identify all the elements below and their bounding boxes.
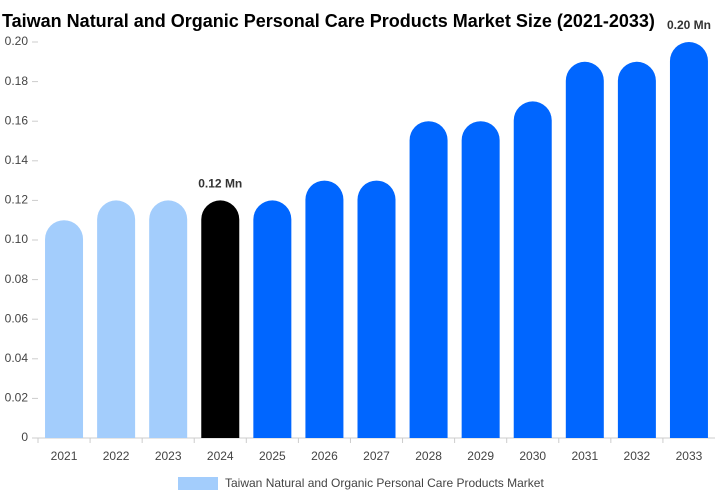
legend-label: Taiwan Natural and Organic Personal Care… <box>225 476 544 490</box>
chart-title: Taiwan Natural and Organic Personal Care… <box>2 11 655 31</box>
x-tick-label: 2033 <box>676 449 703 463</box>
x-tick-label: 2024 <box>207 449 234 463</box>
bar <box>97 200 136 438</box>
bar <box>669 42 708 438</box>
bar <box>253 200 292 438</box>
data-label: 0.12 Mn <box>198 177 242 191</box>
x-tick-label: 2022 <box>103 449 130 463</box>
y-tick-label: 0.14 <box>5 153 29 167</box>
y-tick-label: 0.02 <box>5 391 29 405</box>
x-tick-label: 2025 <box>259 449 286 463</box>
x-tick-label: 2026 <box>311 449 338 463</box>
x-tick-label: 2028 <box>415 449 442 463</box>
y-tick-label: 0.08 <box>5 272 29 286</box>
bar <box>513 101 552 439</box>
y-tick-label: 0 <box>21 430 28 444</box>
y-tick-label: 0.10 <box>5 232 29 246</box>
y-tick-label: 0.12 <box>5 193 29 207</box>
y-tick-label: 0.04 <box>5 351 29 365</box>
x-tick-label: 2021 <box>51 449 78 463</box>
data-label: 0.20 Mn <box>667 18 711 32</box>
bar <box>305 180 344 438</box>
x-tick-label: 2030 <box>519 449 546 463</box>
bar <box>617 61 656 439</box>
bar <box>45 220 84 438</box>
y-tick-label: 0.20 <box>5 34 29 48</box>
y-tick-label: 0.18 <box>5 74 29 88</box>
x-tick-label: 2032 <box>624 449 651 463</box>
x-tick-label: 2023 <box>155 449 182 463</box>
bar <box>357 180 396 438</box>
bar <box>201 200 240 438</box>
bar <box>409 121 448 438</box>
x-tick-label: 2029 <box>467 449 494 463</box>
legend-swatch <box>178 477 218 490</box>
bar <box>461 121 500 438</box>
y-tick-label: 0.16 <box>5 113 29 127</box>
x-tick-label: 2027 <box>363 449 390 463</box>
bar <box>565 61 604 439</box>
x-tick-label: 2031 <box>571 449 598 463</box>
bar <box>149 200 188 438</box>
y-tick-label: 0.06 <box>5 311 29 325</box>
